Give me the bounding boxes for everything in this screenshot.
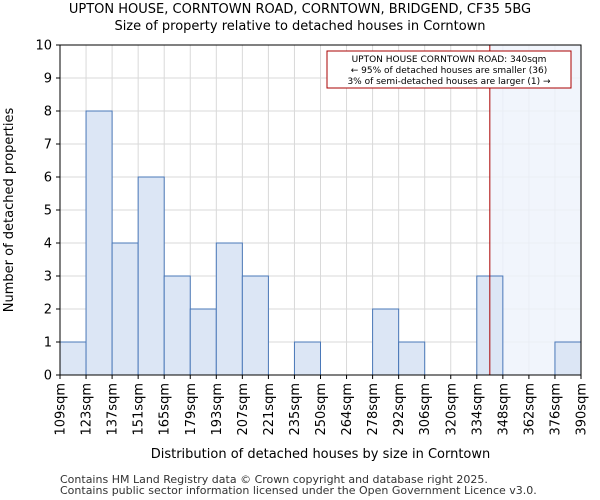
x-tick-label-20: 390sqm [575, 383, 590, 436]
bar-13 [398, 341, 426, 376]
y-tick-label-4: 4 [44, 237, 52, 252]
y-tick-label-6: 6 [44, 171, 52, 186]
chart: 0 1 2 3 4 5 6 7 8 9 10 109sqm 123sqm 137sqm 151sqm 165… [2, 39, 590, 463]
y-tick-label-7: 7 [44, 138, 52, 153]
bar-4 [163, 275, 191, 376]
bar-19 [554, 341, 582, 376]
x-tick-label-16: 334sqm [470, 383, 485, 436]
x-tick-label-1: 123sqm [80, 383, 95, 436]
annotation-line-3: 3% of semi-detached houses are larger (1… [347, 77, 551, 87]
bar-12 [372, 308, 400, 376]
footer-line-1: Contains HM Land Registry data © Crown c… [60, 473, 488, 486]
y-tick-label-8: 8 [44, 105, 52, 120]
x-tick-label-7: 207sqm [236, 383, 251, 436]
x-tick-label-5: 179sqm [184, 383, 199, 436]
bar-1 [85, 110, 113, 376]
x-tick-label-19: 376sqm [548, 383, 563, 436]
chart-subtitle: Size of property relative to detached ho… [114, 19, 486, 34]
y-tick-label-9: 9 [44, 72, 52, 87]
x-tick-label-14: 306sqm [418, 383, 433, 436]
x-tick-label-18: 362sqm [522, 383, 537, 436]
x-tick-label-4: 165sqm [158, 383, 173, 436]
bar-2 [111, 242, 139, 376]
x-tick-label-10: 250sqm [314, 383, 329, 436]
x-tick-label-13: 292sqm [392, 383, 407, 436]
bar-5 [189, 308, 217, 376]
x-tick-label-12: 278sqm [366, 383, 381, 436]
annotation-box: UPTON HOUSE CORNTOWN ROAD: 340sqm ← 95% … [326, 50, 572, 89]
bar-9 [293, 341, 322, 376]
y-tick-label-0: 0 [44, 369, 52, 384]
x-tick-label-11: 264sqm [340, 383, 355, 436]
chart-title: UPTON HOUSE, CORNTOWN ROAD, CORNTOWN, BR… [68, 2, 532, 17]
y-tick-label-3: 3 [44, 270, 52, 285]
annotation-line-1: UPTON HOUSE CORNTOWN ROAD: 340sqm [352, 55, 547, 65]
bar-0 [59, 341, 87, 376]
x-tick-label-6: 193sqm [210, 383, 225, 436]
y-tick-label-1: 1 [44, 336, 52, 351]
y-tick-label-2: 2 [44, 303, 52, 318]
bar-3 [137, 176, 165, 376]
x-tick-label-9: 235sqm [288, 383, 303, 436]
bar-7 [241, 275, 269, 376]
larger-region-highlight [489, 45, 581, 375]
x-axis-label: Distribution of detached houses by size … [151, 447, 491, 462]
bar-6 [215, 242, 243, 376]
x-tick-label-17: 348sqm [496, 383, 511, 436]
x-tick-label-0: 109sqm [54, 383, 69, 436]
y-tick-label-5: 5 [44, 204, 52, 219]
footer-line-2: Contains public sector information licen… [60, 484, 537, 497]
y-axis-label: Number of detached properties [2, 108, 17, 313]
annotation-line-2: ← 95% of detached houses are smaller (36… [351, 66, 548, 76]
y-tick-label-10: 10 [35, 39, 52, 54]
x-tick-label-2: 137sqm [106, 383, 121, 436]
x-tick-label-3: 151sqm [132, 383, 147, 436]
x-tick-label-8: 221sqm [262, 383, 277, 436]
x-tick-label-15: 320sqm [444, 383, 459, 436]
